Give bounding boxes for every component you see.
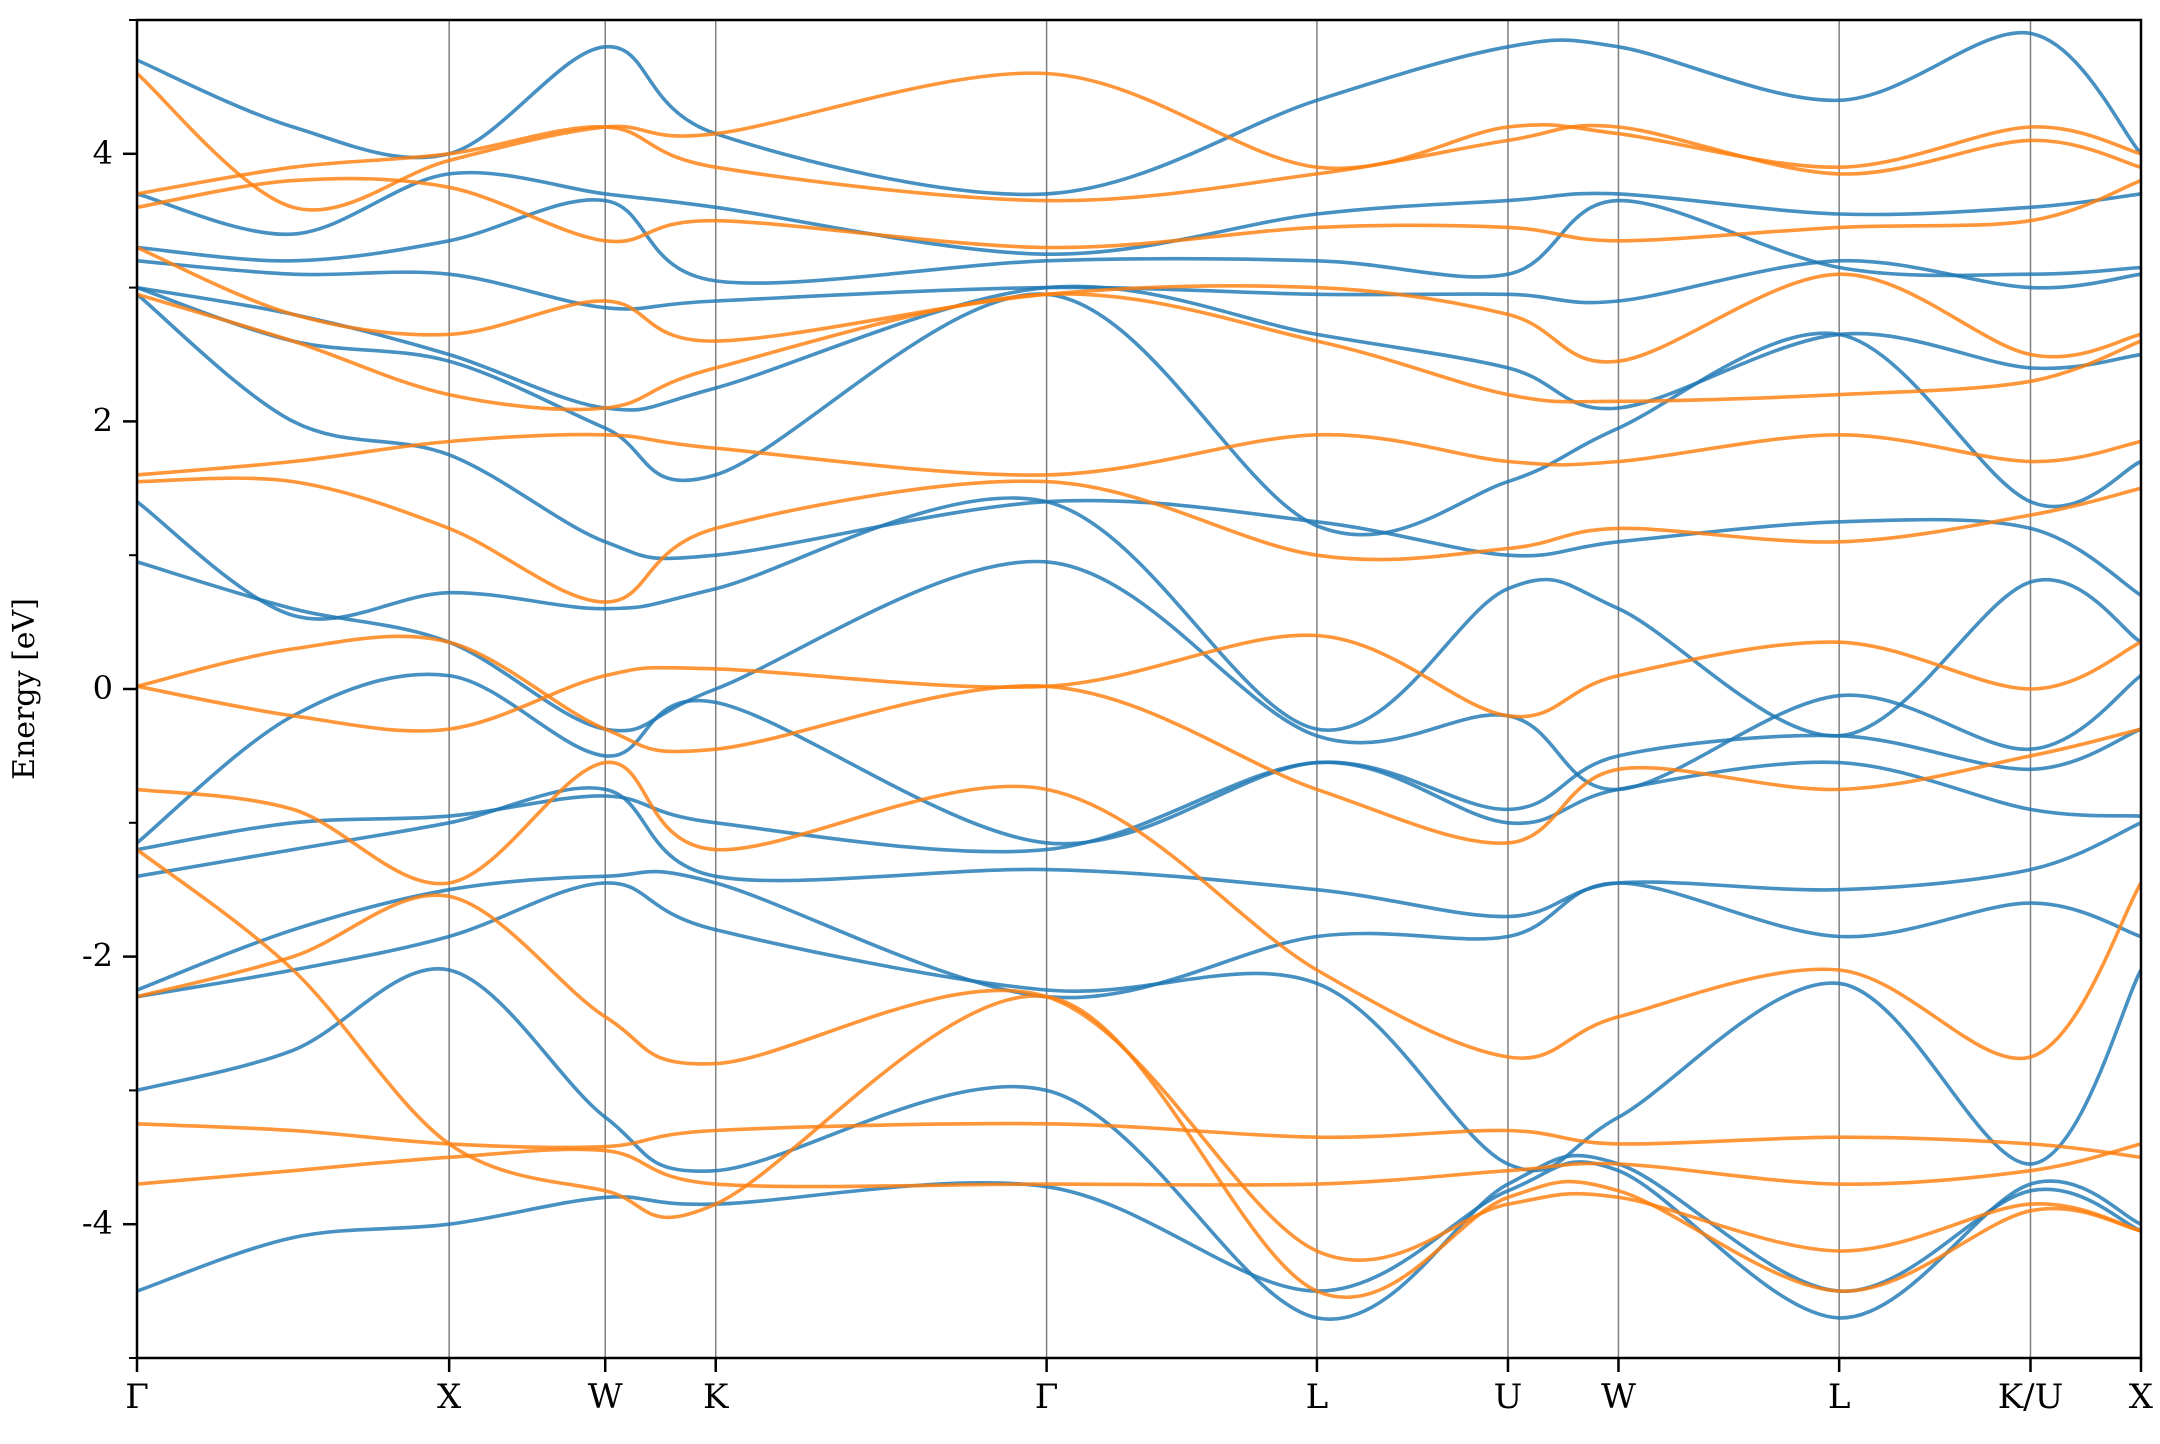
band-spin_down-13 (137, 71, 2141, 212)
y-tick-label: 2 (93, 401, 113, 439)
y-tick-label: -4 (82, 1204, 113, 1242)
x-axis: Γ X W K Γ L U W L K/U X (125, 1358, 2154, 1417)
band-spin_down-0 (137, 1142, 2141, 1189)
band-spin_down-8 (137, 432, 2141, 477)
y-axis-label: Energy [eV] (7, 598, 42, 780)
band-spin_up-8 (137, 496, 2141, 738)
band-spin_up-13 (137, 197, 2141, 285)
x-tick-label: W (1601, 1377, 1636, 1417)
band-lines (137, 30, 2141, 1322)
x-tick-label: L (1828, 1377, 1851, 1417)
band-spin_up-15 (137, 30, 2141, 197)
band-spin_down-10 (137, 245, 2141, 364)
band-spin_up-14 (137, 170, 2141, 257)
band-spin_up-3 (137, 869, 2141, 1000)
band-spin_up-9 (137, 292, 2141, 598)
x-tick-label: Γ (1035, 1377, 1059, 1417)
band-spin_up-12 (137, 258, 2141, 311)
band-spin_up-2 (137, 881, 2141, 1173)
x-tick-label: X (437, 1377, 462, 1417)
x-tick-label: K/U (1998, 1377, 2064, 1417)
band-spin_down-2 (137, 893, 2141, 1263)
band-spin_down-4 (137, 760, 2141, 1061)
band-spin_down-9 (137, 292, 2141, 412)
y-tick-label: 0 (93, 669, 113, 707)
band-spin_down-3 (137, 847, 2141, 1300)
x-tick-label: U (1494, 1377, 1523, 1417)
band-spin_up-5 (137, 760, 2141, 854)
x-tick-label: Γ (125, 1377, 149, 1417)
x-tick-label: W (588, 1377, 623, 1417)
y-tick-label: 4 (93, 134, 113, 172)
y-tick-label: -2 (82, 937, 113, 975)
band-spin_down-12 (137, 123, 2141, 203)
band-spin_up-0 (137, 1160, 2141, 1320)
band-spin_down-6 (137, 633, 2141, 733)
band-spin_down-7 (137, 476, 2141, 604)
band-spin_down-11 (137, 176, 2141, 250)
band-spin_up-4 (137, 786, 2141, 919)
x-tick-label: L (1306, 1377, 1329, 1417)
x-tick-label: K (703, 1377, 729, 1417)
band-spin_up-11 (137, 284, 2141, 412)
x-tick-label: X (2129, 1377, 2154, 1417)
y-axis: -4 -2 0 2 4 (82, 19, 137, 1359)
band-spin_down-5 (137, 634, 2141, 845)
